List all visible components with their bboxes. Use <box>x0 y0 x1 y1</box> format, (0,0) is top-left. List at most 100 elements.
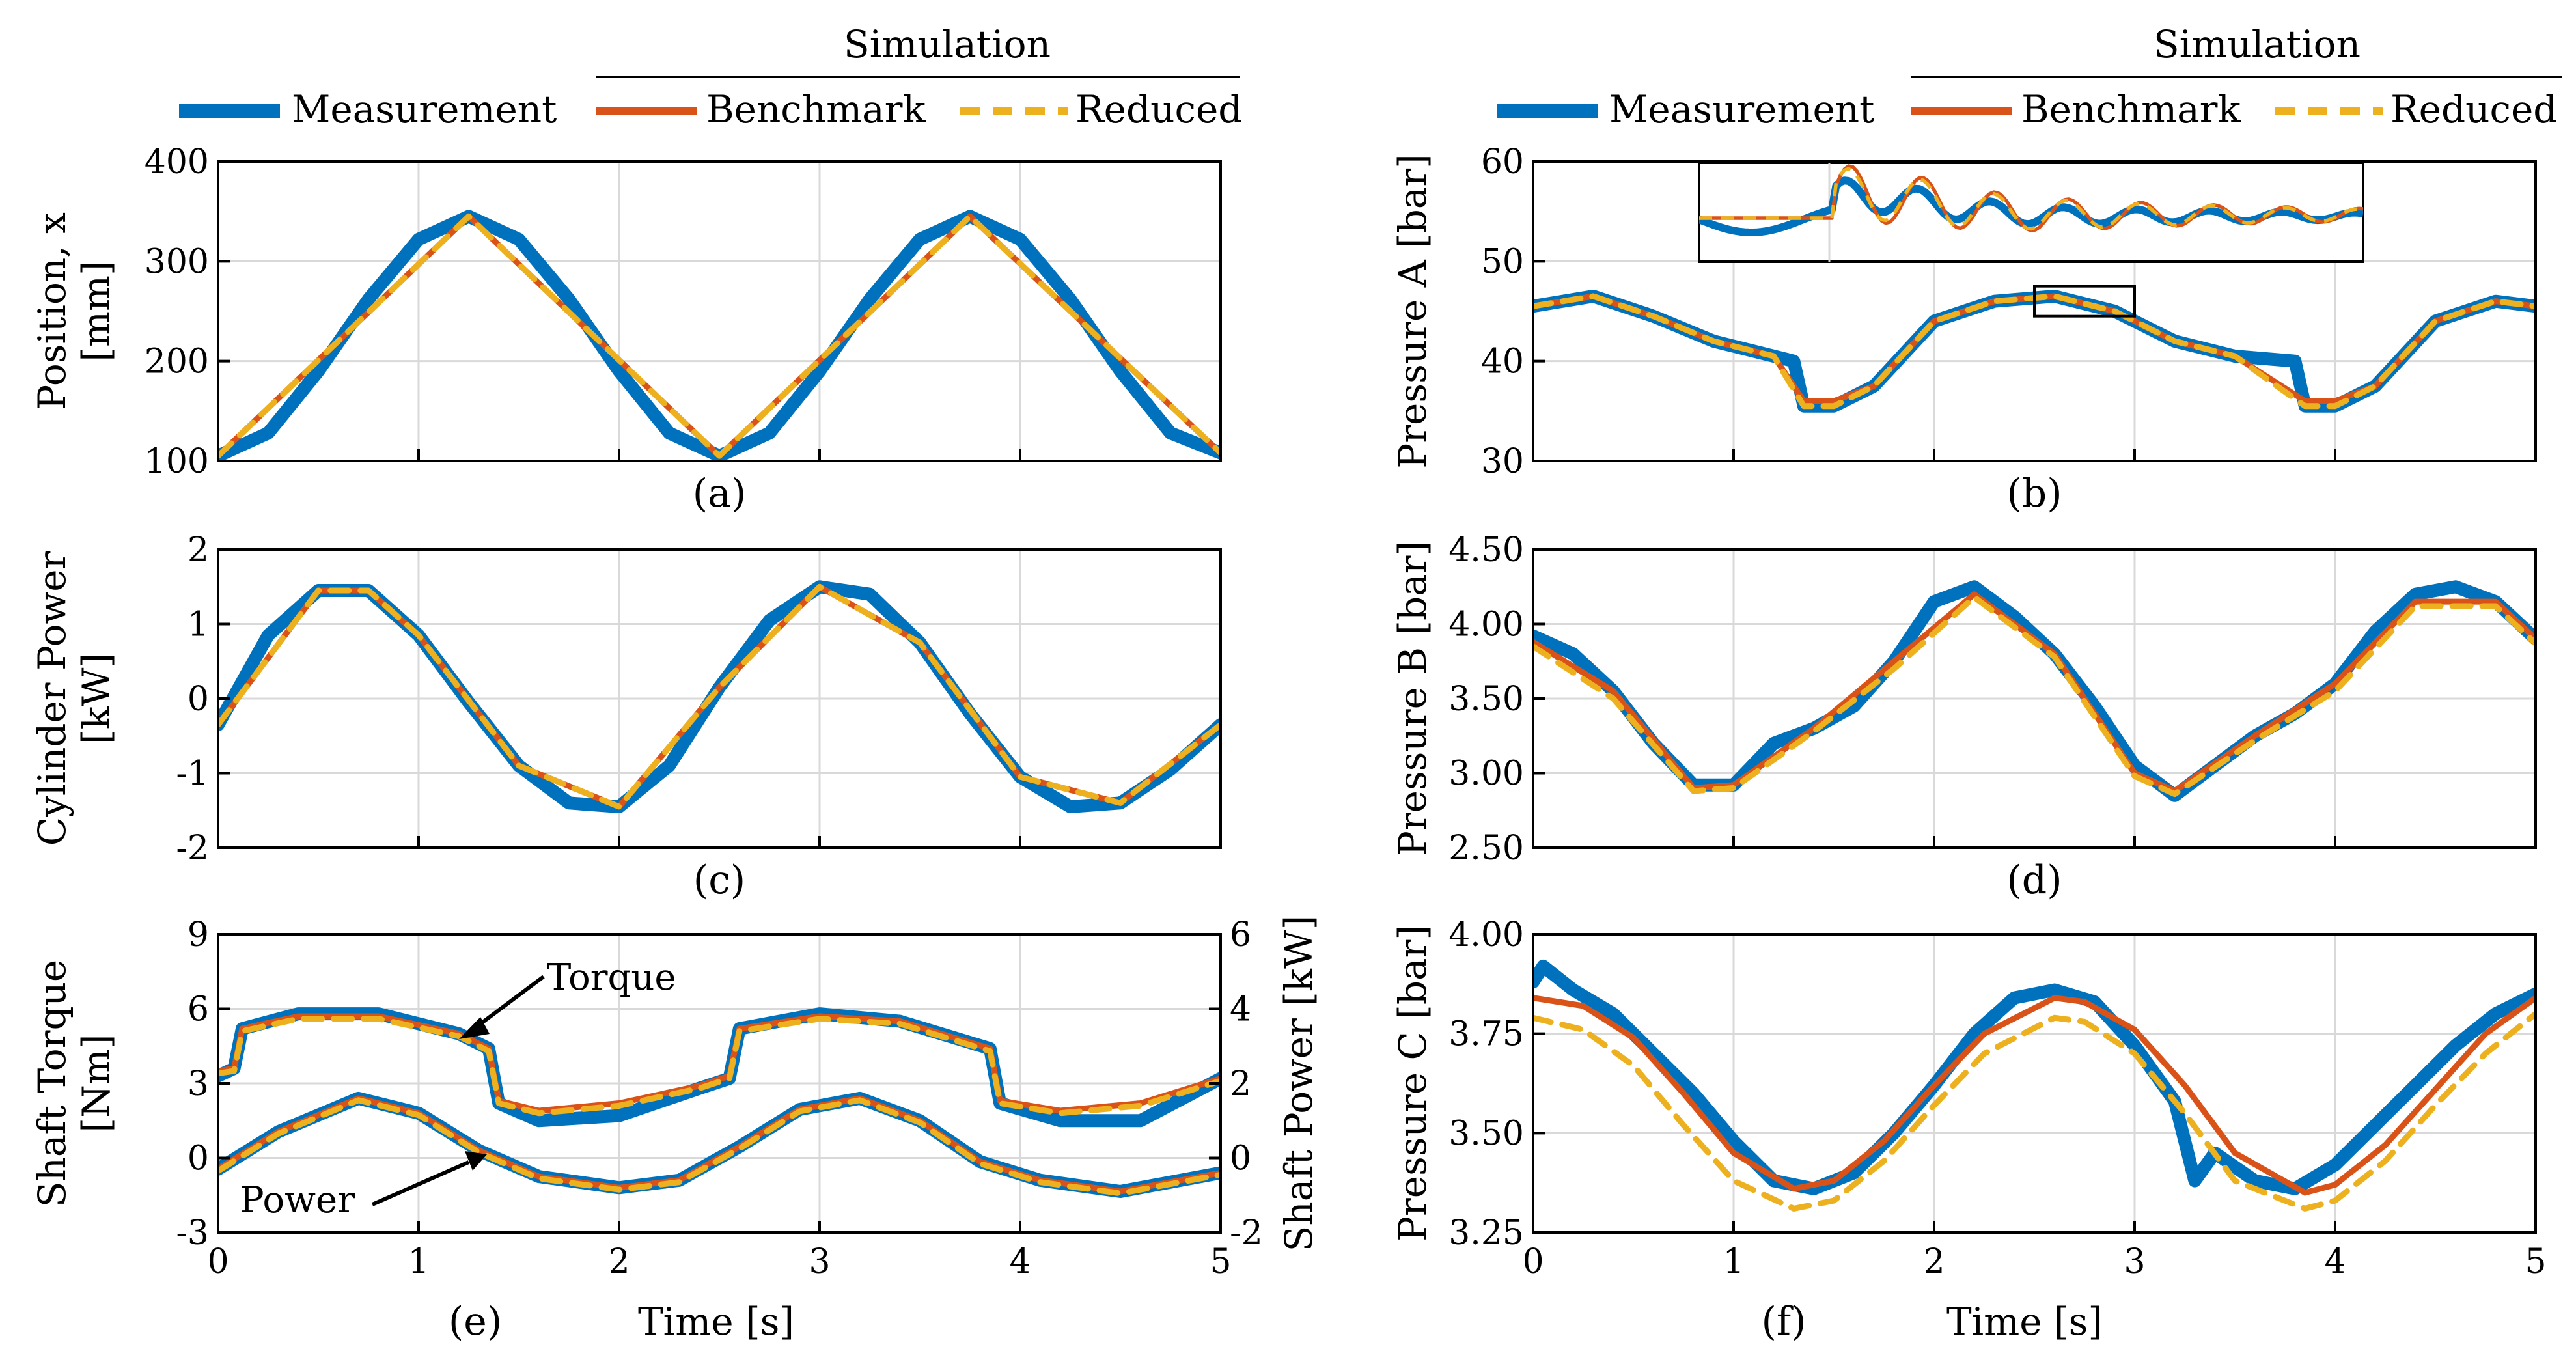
annotation-power-label: Power <box>240 1179 355 1221</box>
series-e-reduced-torque <box>218 1016 1221 1117</box>
legend-right-simulation-label: Simulation <box>2154 22 2361 66</box>
ylabel-d: Pressure B [bar] <box>1391 541 1435 856</box>
series-f-reduced <box>1533 1010 2536 1212</box>
x-axis-label-right: Time [s] <box>1946 1300 2103 1344</box>
xtick-label-f-2: 2 <box>1923 1242 1945 1281</box>
ytick-label-b-2: 50 <box>1481 242 1524 281</box>
annotation-torque: Torque <box>459 956 676 1039</box>
ylabel-c-line0: Cylinder Power <box>30 551 74 846</box>
ytick-label-e-4: 9 <box>187 915 209 954</box>
series-group-f <box>1533 959 2536 1212</box>
ytick-label-f-2: 3.75 <box>1448 1015 1524 1054</box>
ytick-label-c-4: 2 <box>187 531 209 570</box>
series-e-reduced-power <box>218 1097 1221 1197</box>
ytick-label-e-2: 3 <box>187 1065 209 1104</box>
ytick-label-f-0: 3.25 <box>1448 1214 1524 1253</box>
ytick-label-d-1: 3.00 <box>1448 755 1524 794</box>
ytick-label-d-2: 3.50 <box>1448 680 1524 719</box>
caption-a: (a) <box>693 471 747 516</box>
ytick-label-c-0: -2 <box>176 829 209 868</box>
xtick-label-e-2: 2 <box>608 1242 630 1281</box>
legend-right: Simulation Measurement Benchmark Reduced <box>1497 22 2562 132</box>
series-c-reduced <box>218 583 1221 810</box>
ytick-label-e-3: 6 <box>187 990 209 1029</box>
x-axis-label-left: Time [s] <box>638 1300 794 1344</box>
ytick-label-a-0: 100 <box>145 442 209 481</box>
annotation-power-arrow <box>371 1160 470 1206</box>
ytick-label-a-1: 200 <box>145 342 209 382</box>
plot-area-f <box>1533 934 2536 1232</box>
panel-d-pressure-b: 2.50 3.00 3.50 4.00 4.50 Pressure B [bar] (d) <box>1391 531 2537 903</box>
ytick-label-b-1: 40 <box>1481 342 1524 382</box>
series-d-reduced <box>1533 594 2536 798</box>
ytick-label-b-3: 60 <box>1481 143 1524 182</box>
legend-left-reduced-label: Reduced <box>1075 87 1242 132</box>
ylabel-a-line1: [mm] <box>74 260 118 361</box>
legend-left-measurement-label: Measurement <box>292 87 557 132</box>
series-group-a <box>218 210 1221 461</box>
legend-left-benchmark-label: Benchmark <box>706 87 926 132</box>
ytick-label-e-0: -3 <box>176 1214 209 1253</box>
ytick-label-d-3: 4.00 <box>1448 605 1524 645</box>
ytick-label-f-1: 3.50 <box>1448 1114 1524 1153</box>
ytick-label-a-3: 400 <box>145 143 209 182</box>
caption-f: (f) <box>1761 1299 1806 1344</box>
legend-right-benchmark-label: Benchmark <box>2021 87 2241 132</box>
panel-c-cylinder-power: -2 -1 0 1 2 Cylinder Power [kW] (c) <box>30 531 1222 903</box>
caption-e: (e) <box>449 1299 502 1344</box>
xtick-label-f-5: 5 <box>2525 1242 2546 1281</box>
ytick-label-d-0: 2.50 <box>1448 829 1524 868</box>
ytick-label-c-2: 0 <box>187 680 209 719</box>
frame-f <box>1532 933 2537 1234</box>
ytick-label-b-0: 30 <box>1481 442 1524 481</box>
series-f-benchmark <box>1533 995 2536 1196</box>
caption-d: (d) <box>2006 857 2062 903</box>
annotation-torque-arrowhead <box>459 1017 490 1039</box>
series-b-reduced <box>1533 293 2536 410</box>
caption-b: (b) <box>2006 471 2062 516</box>
legend-right-measurement-label: Measurement <box>1609 87 1874 132</box>
plot-area-a <box>218 161 1221 461</box>
series-group-e <box>218 1007 1221 1198</box>
ytick-label-e-1: 0 <box>187 1139 209 1178</box>
caption-c: (c) <box>693 857 745 903</box>
xtick-label-f-0: 0 <box>1522 1242 1544 1281</box>
ytick-label-c-1: -1 <box>176 755 209 794</box>
annotation-power: Power <box>240 1151 487 1221</box>
panel-a-position: 100 200 300 400 Position, x [mm] (a) <box>30 143 1222 516</box>
frame-a <box>217 160 1222 462</box>
annotation-power-arrowhead <box>465 1151 487 1171</box>
ytick-right-label-e-1: 0 <box>1230 1139 1251 1178</box>
xtick-label-f-3: 3 <box>2124 1242 2145 1281</box>
inset-frame <box>1698 161 2364 263</box>
xtick-label-e-3: 3 <box>809 1242 830 1281</box>
ytick-right-label-e-0: -2 <box>1230 1214 1263 1253</box>
legend-left-simulation-label: Simulation <box>844 22 1051 66</box>
ylabel-e-line1: [Nm] <box>74 1034 118 1132</box>
xtick-label-e-4: 4 <box>1009 1242 1031 1281</box>
ylabel-b: Pressure A [bar] <box>1391 154 1435 468</box>
ytick-right-label-e-4: 6 <box>1230 915 1251 954</box>
ylabel-f: Pressure C [bar] <box>1391 925 1435 1242</box>
legend-right-reduced-label: Reduced <box>2390 87 2557 132</box>
xtick-label-e-5: 5 <box>1210 1242 1231 1281</box>
inset-series-group <box>1699 163 2363 262</box>
ylabel-a-line0: Position, x <box>30 212 74 410</box>
series-f-measurement <box>1533 959 2536 1195</box>
series-group-b <box>1533 290 2536 413</box>
xtick-label-e-0: 0 <box>207 1242 229 1281</box>
inset-series-reduced <box>1699 167 2363 231</box>
ytick-label-f-3: 4.00 <box>1448 915 1524 954</box>
ylabel-right-e: Shaft Power [kW] <box>1277 915 1321 1252</box>
legend-left: Simulation Measurement Benchmark Reduced <box>179 22 1242 132</box>
series-group-c <box>218 580 1221 813</box>
panel-f-pressure-c: 3.25 3.50 3.75 4.00 0 1 2 3 4 5 Pressure C [bar] (f… <box>1391 915 2547 1344</box>
series-group-d <box>1533 580 2536 802</box>
ytick-right-label-e-2: 2 <box>1230 1065 1251 1104</box>
xtick-label-e-1: 1 <box>408 1242 429 1281</box>
ytick-label-d-4: 4.50 <box>1448 531 1524 570</box>
xtick-label-f-1: 1 <box>1723 1242 1744 1281</box>
ytick-label-a-2: 300 <box>145 242 209 281</box>
